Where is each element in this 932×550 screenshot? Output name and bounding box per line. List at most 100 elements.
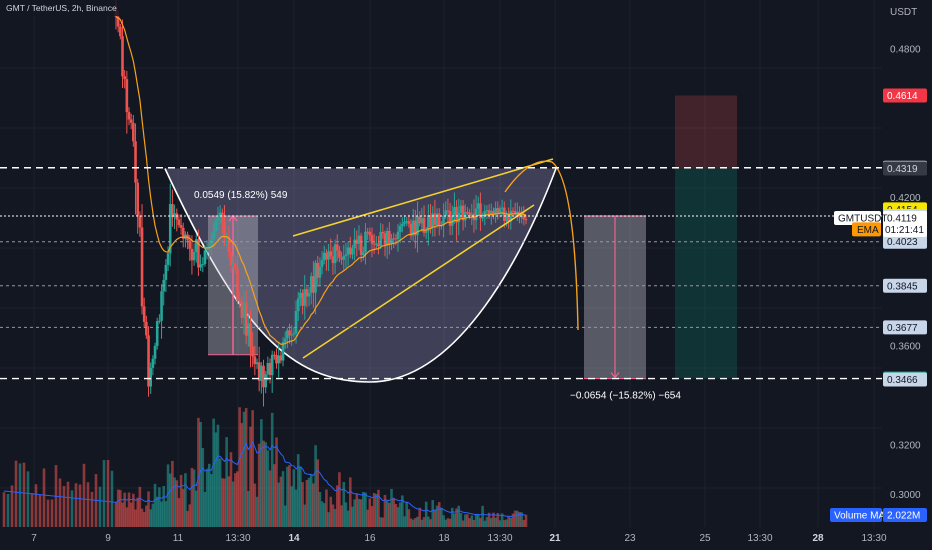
candle-body [138, 215, 142, 228]
candle-body [314, 262, 317, 293]
volume-bar [331, 504, 335, 527]
price-tags: 0.46140.43220.43190.41540.41270.40730.40… [830, 88, 927, 522]
candle-body [275, 355, 278, 364]
candle-body [216, 216, 220, 221]
volume-bar [234, 473, 237, 527]
volume-bar [485, 517, 489, 527]
volume-bar [312, 483, 315, 527]
volume-ma-value: 2.022M [887, 511, 920, 522]
volume-bar [14, 460, 18, 527]
volume-bar [229, 452, 233, 527]
volume-bar [335, 485, 339, 527]
candle-body [409, 223, 413, 236]
volume-bar [346, 510, 350, 527]
volume-bar [455, 508, 458, 527]
candle-body [516, 211, 519, 214]
candle-body [331, 256, 335, 264]
candle-body [353, 239, 356, 249]
candle-body [262, 365, 265, 388]
volume-bar [461, 520, 465, 527]
candle-body [151, 358, 155, 368]
candle-body [296, 298, 300, 312]
volume-bar [463, 514, 467, 527]
candle-body [479, 203, 482, 219]
time-tick-label: 13:30 [861, 533, 886, 544]
volume-ma-line [3, 441, 526, 518]
volume-bar [385, 500, 389, 527]
volume-bar [147, 491, 150, 527]
candle-body [450, 215, 454, 226]
horizontal-levels[interactable] [0, 167, 882, 380]
candle-body [294, 311, 298, 334]
candle-body [238, 300, 241, 302]
candle-body [288, 330, 291, 336]
volume-bar [242, 411, 246, 527]
candle-body [277, 355, 280, 364]
volume-bar [301, 482, 304, 527]
candle-body [476, 203, 480, 209]
candle-body [325, 252, 328, 260]
volume-bar [277, 482, 280, 527]
time-axis[interactable]: 7 9 11 13:30 14 16 18 13:30 21 23 25 13:30 28 13:30 [0, 527, 887, 550]
candle-body [253, 356, 257, 365]
candle-body [396, 231, 400, 240]
candle-body [422, 218, 426, 233]
candle-body [249, 323, 252, 347]
candle-body [366, 231, 369, 233]
candle-body [201, 264, 205, 266]
volume-bar [500, 513, 504, 527]
volume-bar [6, 493, 10, 527]
time-tick-label: 7 [31, 533, 37, 544]
candle-body [247, 323, 250, 336]
candle-body [286, 330, 289, 339]
volume-bar [2, 492, 6, 527]
volume-bar [351, 506, 354, 527]
volume-bar [429, 519, 432, 527]
volume-bar [405, 502, 408, 527]
position-stop-zone [675, 168, 737, 379]
candle-body [418, 216, 422, 224]
volume-bar [394, 503, 398, 527]
price-tag-label: 0.3677 [887, 323, 918, 334]
volume-bar [78, 484, 82, 527]
volume-bar [218, 458, 222, 527]
price-axis[interactable]: USDT 0.4800 0.4200 0.3600 0.3200 0.3000 [882, 0, 932, 550]
volume-bar [179, 474, 183, 527]
time-tick-label: 16 [364, 533, 376, 544]
current-price-label: 0.4119 [887, 213, 917, 224]
volume-bar [162, 486, 166, 527]
volume-bar [260, 419, 263, 527]
candle-body [240, 301, 244, 318]
volume-bar [320, 501, 324, 527]
symbol-title[interactable]: GMT / TetherUS, 2h, Binance [4, 0, 119, 16]
candle-body [359, 235, 363, 256]
candle-body [279, 355, 283, 361]
candle-body [309, 276, 313, 293]
volume-bar [186, 510, 189, 527]
volume-bar [379, 517, 382, 527]
volume-bars [2, 407, 528, 527]
candle-body [301, 292, 304, 306]
volume-bar [255, 496, 259, 527]
drawings-overlay[interactable]: 0.0549 (15.82%) 549 −0.0654 (−15.82%) −65… [194, 158, 681, 402]
volume-bar [279, 476, 283, 527]
candle-body [145, 321, 148, 336]
volume-bar [329, 496, 333, 527]
candle-body [348, 247, 352, 255]
price-tag-label: 0.4023 [887, 237, 918, 248]
candle-body [166, 253, 170, 265]
volume-bar [283, 505, 287, 527]
time-tick-label: 28 [812, 533, 824, 544]
volume-bar [121, 502, 124, 527]
candle-body [344, 254, 348, 257]
candle-body [513, 211, 517, 214]
volume-bar [257, 443, 261, 527]
measure-down-arrowhead [610, 372, 620, 379]
volume-bar [296, 454, 300, 527]
volume-bar [325, 489, 328, 527]
candle-body [437, 213, 441, 226]
candle-body [375, 243, 378, 245]
volume-bar [407, 509, 411, 527]
countdown-label: 01:21:41 [885, 225, 924, 236]
